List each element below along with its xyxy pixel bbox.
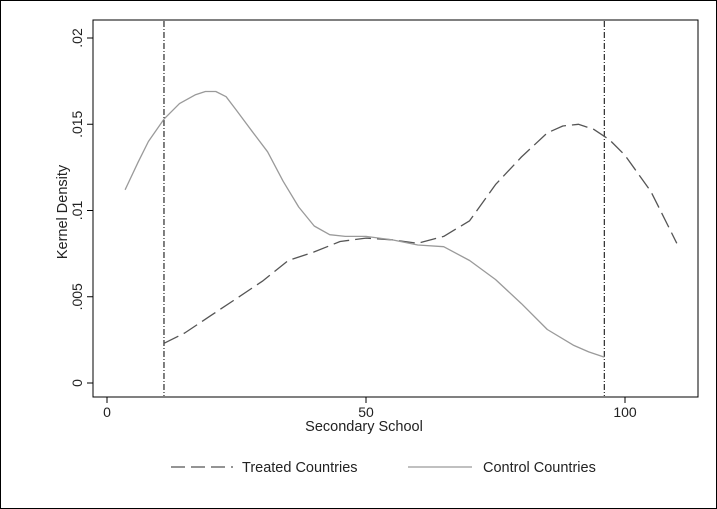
legend-label-control: Control Countries (483, 460, 596, 476)
y-axis-ticks: 0 .005 .01 .015 .02 (69, 28, 93, 387)
y-tick-label: .015 (69, 110, 85, 137)
x-tick-label: 0 (103, 404, 111, 420)
x-tick-label: 100 (613, 404, 637, 420)
y-tick-label: 0 (69, 379, 85, 387)
plot-area (92, 19, 699, 398)
series-line-treated (163, 123, 678, 344)
y-axis-title: Kernel Density (55, 164, 71, 259)
legend: Treated Countries Control Countries (171, 460, 596, 476)
y-tick-label: .02 (69, 28, 85, 48)
y-tick-label: .01 (69, 201, 85, 221)
x-axis-ticks: 0 50 100 (103, 397, 637, 420)
legend-label-treated: Treated Countries (242, 460, 358, 476)
series-layer (124, 90, 678, 358)
x-axis-title: Secondary School (305, 419, 423, 435)
x-tick-label: 50 (358, 404, 374, 420)
y-tick-label: .005 (69, 283, 85, 310)
series-line-control (124, 90, 605, 358)
reference-lines (163, 21, 605, 396)
